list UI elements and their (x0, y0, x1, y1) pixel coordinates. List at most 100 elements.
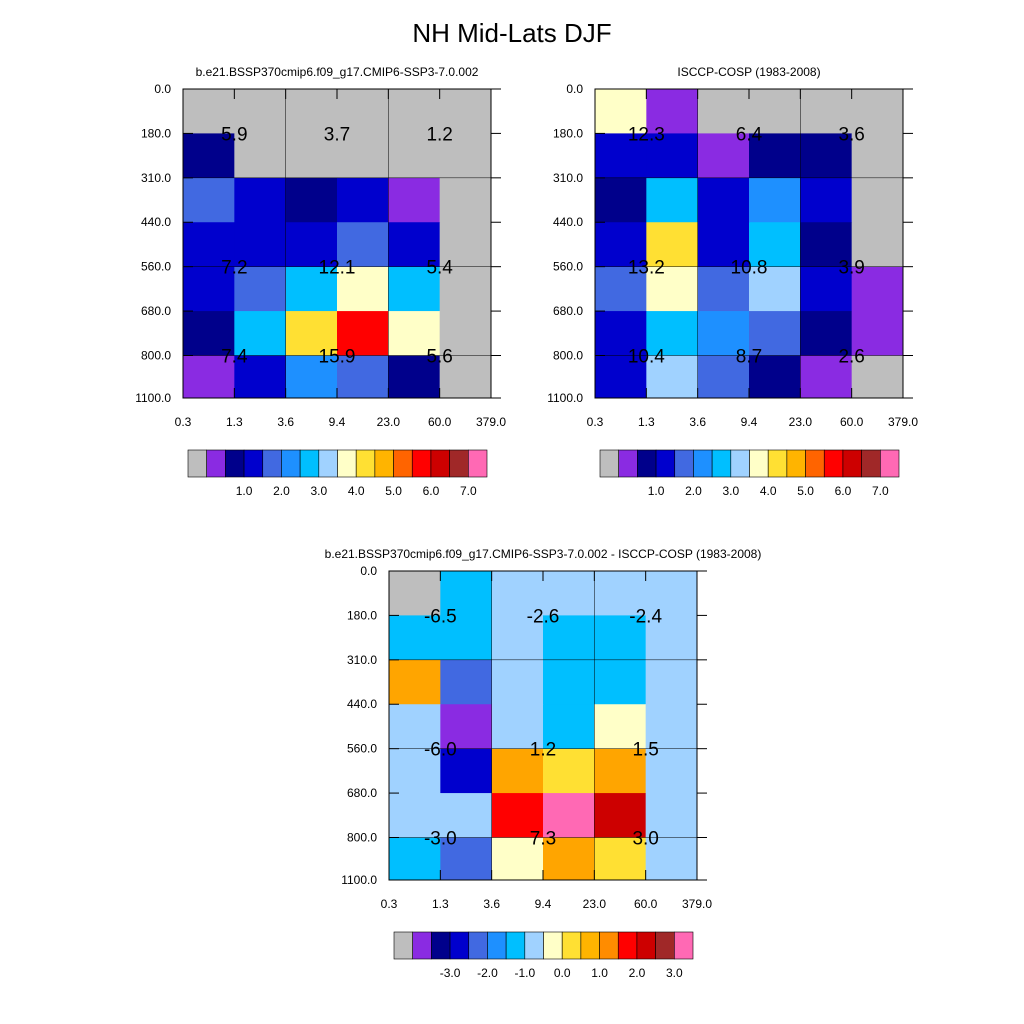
colorbar-swatch (393, 449, 413, 478)
x-tick-label: 1.3 (638, 415, 655, 429)
x-tick-label: 23.0 (789, 415, 813, 429)
x-tick-label: 9.4 (329, 415, 346, 429)
data-label: 7.2 (221, 258, 247, 279)
heatmap-cell (440, 704, 493, 750)
heatmap-cell (234, 133, 287, 179)
colorbar-swatch (449, 931, 470, 960)
colorbar-swatch (861, 449, 881, 478)
heatmap-cell (800, 222, 853, 268)
heatmap-cell (646, 355, 699, 399)
panel-3: b.e21.BSSP370cmip6.f09_g17.CMIP6-SSP3-7.… (325, 547, 762, 980)
x-tick-label: 23.0 (377, 415, 401, 429)
heatmap-cell (543, 615, 595, 661)
heatmap-cell (285, 222, 338, 268)
heatmap-cell (851, 133, 904, 179)
heatmap-cell (851, 266, 904, 312)
x-tick-label: 3.6 (689, 415, 706, 429)
heatmap-cell (491, 748, 544, 794)
heatmap-cell (388, 355, 441, 399)
heatmap-cell (697, 311, 750, 356)
data-label: -6.0 (424, 740, 457, 761)
colorbar-label: 7.0 (460, 484, 477, 498)
heatmap-cell (439, 133, 492, 179)
x-tick-label: 1.3 (432, 897, 449, 911)
heatmap-cell (439, 355, 492, 399)
data-label: 1.5 (632, 740, 658, 761)
heatmap-cell (697, 355, 750, 399)
heatmap-cell (697, 177, 750, 223)
y-tick-label: 800.0 (141, 349, 171, 363)
colorbar-swatch (318, 449, 338, 478)
data-label: 10.8 (731, 258, 768, 279)
y-tick-label: 560.0 (347, 742, 377, 756)
heatmap-cell (594, 748, 647, 794)
heatmap-cell (851, 355, 904, 399)
data-label: 3.0 (632, 829, 658, 850)
colorbar-label: 2.0 (629, 966, 646, 980)
colorbar-label: 4.0 (348, 484, 365, 498)
colorbar-swatch (617, 931, 638, 960)
heatmap-cell (594, 615, 647, 661)
heatmap-cell (645, 659, 698, 705)
x-tick-label: 60.0 (840, 415, 864, 429)
x-tick-label: 60.0 (634, 897, 658, 911)
colorbar-swatch (449, 449, 469, 478)
panel-1: b.e21.BSSP370cmip6.f09_g17.CMIP6-SSP3-7.… (135, 65, 506, 498)
colorbar-swatch (561, 931, 582, 960)
y-tick-label: 1100.0 (341, 873, 377, 887)
data-label: 13.2 (628, 258, 665, 279)
heatmap-cell (234, 311, 287, 356)
data-label: 3.6 (838, 124, 864, 145)
heatmap-cell (439, 177, 492, 223)
heatmap-cell (285, 311, 338, 356)
colorbar-swatch (468, 449, 488, 478)
heatmap-cell (749, 89, 801, 134)
data-label: 12.3 (628, 124, 665, 145)
heatmap-cell (646, 222, 699, 268)
heatmap-cell (749, 222, 801, 268)
heatmap-cell (183, 133, 235, 179)
colorbar-swatch (674, 931, 694, 960)
colorbar-swatch (355, 449, 376, 478)
data-label: 5.6 (426, 347, 452, 368)
y-tick-label: 800.0 (347, 831, 377, 845)
data-label: -2.6 (527, 606, 560, 627)
heatmap-cell (337, 311, 389, 356)
heatmap-cell (543, 793, 595, 838)
y-tick-label: 560.0 (141, 260, 171, 274)
heatmap-cell (337, 355, 389, 399)
data-label: 1.2 (530, 740, 556, 761)
heatmap-cell (285, 177, 338, 223)
data-label: 3.7 (324, 124, 350, 145)
heatmap-cell (337, 177, 389, 223)
heatmap-cell (234, 266, 287, 312)
x-tick-label: 379.0 (476, 415, 506, 429)
heatmap-cell (800, 177, 853, 223)
colorbar-label: 6.0 (423, 484, 440, 498)
data-label: 7.3 (530, 829, 556, 850)
x-tick-label: 3.6 (483, 897, 500, 911)
y-tick-label: 440.0 (553, 215, 583, 229)
heatmap-cell (491, 615, 544, 661)
colorbar-label: 3.0 (310, 484, 327, 498)
heatmap-cell (594, 659, 647, 705)
colorbar-swatch (187, 449, 207, 478)
heatmap-cell (800, 355, 853, 399)
y-tick-label: 680.0 (141, 304, 171, 318)
heatmap-cell (234, 177, 287, 223)
heatmap-cell (491, 837, 544, 881)
y-tick-label: 0.0 (566, 82, 583, 96)
heatmap-cell (491, 659, 544, 705)
heatmap-cell (543, 571, 595, 616)
data-label: 6.4 (736, 124, 763, 145)
colorbar-label: 4.0 (760, 484, 777, 498)
colorbar-swatch (374, 449, 394, 478)
heatmap-cell (594, 793, 647, 838)
colorbar-label: 3.0 (722, 484, 739, 498)
colorbar-swatch (580, 931, 600, 960)
heatmap-cell (543, 704, 595, 750)
y-tick-label: 440.0 (141, 215, 171, 229)
y-tick-label: 1100.0 (135, 391, 171, 405)
colorbar-swatch (618, 449, 638, 478)
colorbar-swatch (805, 449, 825, 478)
